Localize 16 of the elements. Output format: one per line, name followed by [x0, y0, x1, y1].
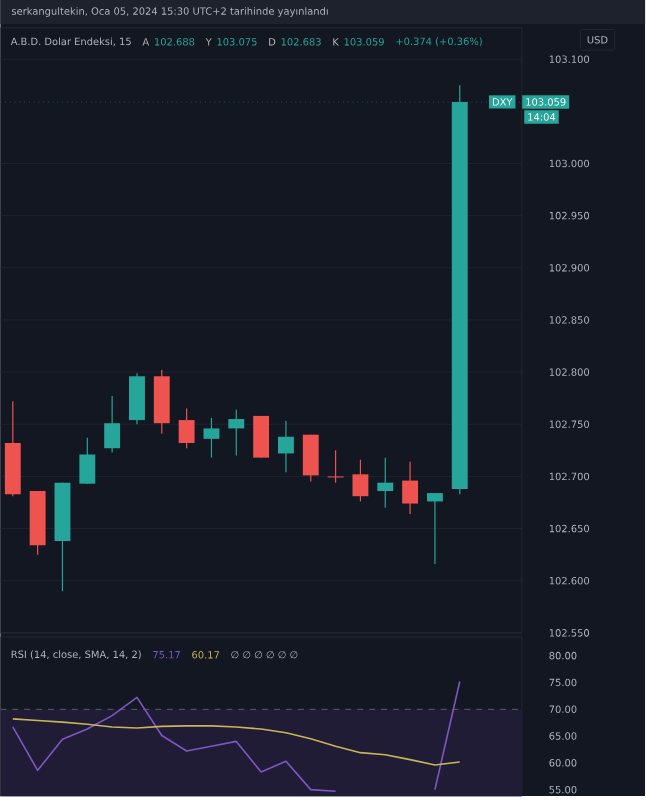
candlestick — [303, 434, 320, 483]
candlestick — [352, 459, 369, 503]
line-series — [12, 718, 461, 766]
candlestick — [278, 420, 295, 473]
candlestick — [79, 437, 96, 485]
candlestick — [104, 395, 121, 454]
candlestick — [253, 415, 270, 459]
candlestick — [377, 457, 394, 509]
candlestick — [129, 372, 146, 425]
candlestick — [228, 409, 245, 457]
candlestick — [402, 461, 419, 515]
candlestick — [154, 369, 171, 435]
candlestick — [203, 417, 220, 459]
candlestick — [427, 492, 444, 565]
candlestick — [328, 449, 344, 484]
candlestick — [179, 408, 195, 449]
